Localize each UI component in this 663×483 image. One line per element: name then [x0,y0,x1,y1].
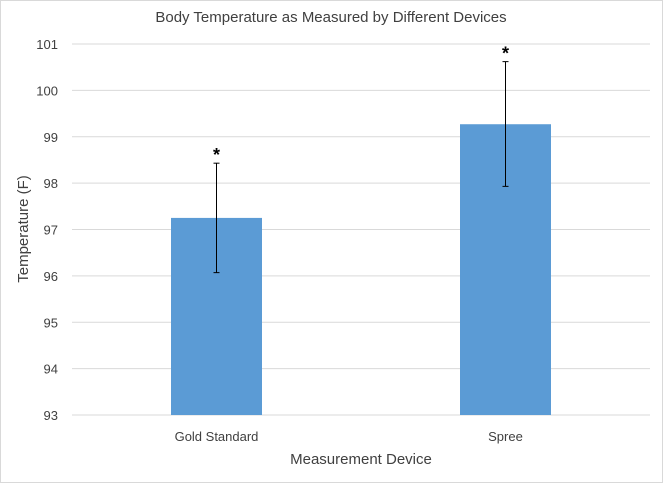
y-tick-label: 97 [44,223,58,238]
x-category-label: Gold Standard [175,429,259,444]
error-bars [213,61,509,274]
y-tick-label: 94 [44,362,58,377]
y-axis-title: Temperature (F) [15,175,32,283]
x-axis-title: Measurement Device [290,451,432,468]
significance-marker: * [502,44,509,64]
significance-markers: ** [213,44,509,166]
significance-marker: * [213,145,220,165]
y-tick-label: 100 [36,83,58,98]
y-axis-ticks: 93 94 95 96 97 98 99 100 101 [36,37,58,423]
x-category-label: Spree [488,429,523,444]
y-tick-label: 99 [44,130,58,145]
y-tick-label: 101 [36,37,58,52]
y-tick-label: 98 [44,176,58,191]
chart-title: Body Temperature as Measured by Differen… [155,9,506,26]
bars [171,124,551,415]
y-tick-label: 96 [44,269,58,284]
y-tick-label: 95 [44,315,58,330]
gridlines [72,43,650,416]
y-tick-label: 93 [44,408,58,423]
x-axis-categories: Gold Standard Spree [175,429,523,444]
